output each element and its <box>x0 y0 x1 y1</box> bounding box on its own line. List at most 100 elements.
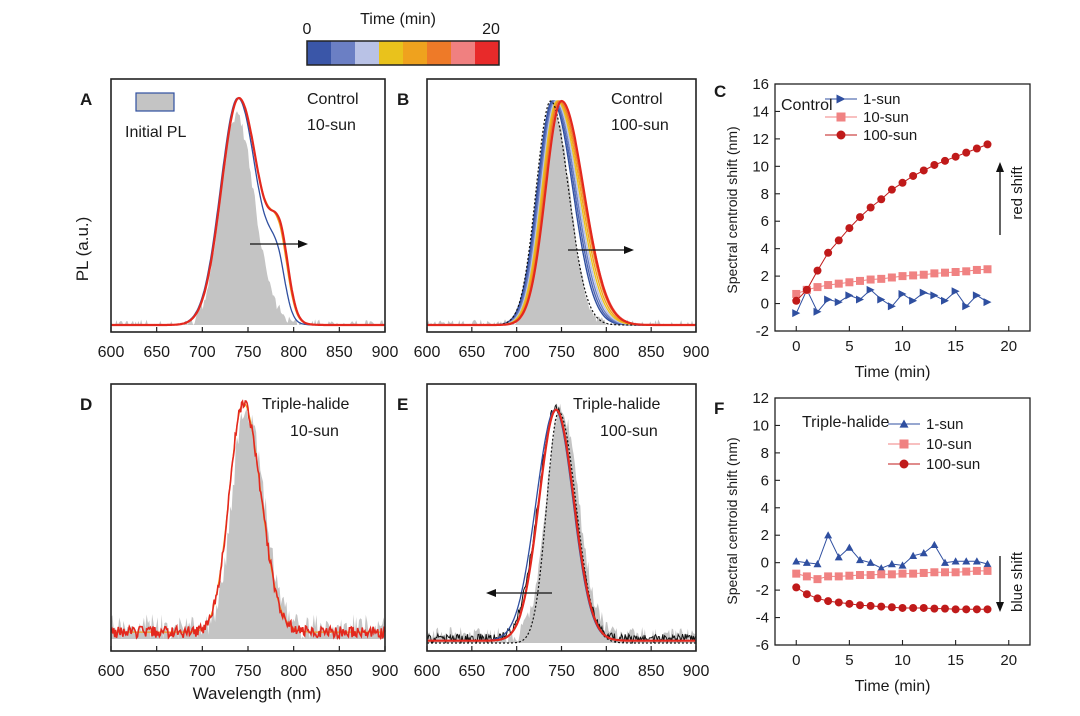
initial-pl-fill <box>111 111 385 325</box>
data-point <box>813 594 822 603</box>
y-tick-label: 8 <box>761 445 769 462</box>
x-tick-label: 850 <box>638 663 665 680</box>
data-point <box>898 561 907 569</box>
x-tick-label: 600 <box>414 344 441 361</box>
data-point <box>972 265 981 274</box>
data-point <box>930 160 939 169</box>
data-point <box>856 601 864 610</box>
y-tick-label: 10 <box>752 417 769 434</box>
data-point <box>877 564 886 572</box>
data-point <box>866 203 875 212</box>
legend-initial-pl-swatch <box>135 92 175 112</box>
data-point <box>899 419 909 428</box>
panel-f: F -6 -4 -2 0 2 4 6 8 10 12 0 5 10 15 20 Time (min) Spect… <box>714 390 1031 695</box>
data-point <box>813 560 822 568</box>
colorbar-swatch <box>403 41 428 65</box>
data-point <box>962 605 971 614</box>
x-tick-label: 900 <box>683 663 710 680</box>
colorbar-title: Time (min) <box>360 11 436 28</box>
data-point <box>898 178 907 187</box>
initial-pl-fill <box>427 102 696 325</box>
data-point <box>898 272 907 281</box>
data-point <box>899 439 909 449</box>
data-point <box>983 140 992 149</box>
panel-f-shift-arrowhead <box>996 602 1004 612</box>
x-tick-label: 800 <box>280 663 307 680</box>
plot-d-curves <box>110 399 386 641</box>
data-point <box>856 571 864 580</box>
data-point <box>919 166 928 175</box>
data-point <box>951 287 960 296</box>
colorbar-swatch <box>451 41 476 65</box>
data-point <box>845 278 854 287</box>
data-point <box>834 236 843 245</box>
data-point <box>824 248 833 257</box>
colorbar-min-label: 0 <box>303 21 312 38</box>
x-tick-label: 700 <box>503 344 530 361</box>
x-tick-label: 15 <box>947 652 964 669</box>
x-tick-label: 650 <box>143 663 170 680</box>
x-tick-label: 600 <box>414 663 441 680</box>
y-tick-label: 6 <box>761 213 769 230</box>
data-point <box>836 94 846 104</box>
x-tick-label: 20 <box>1000 338 1017 355</box>
colorbar-swatch <box>379 41 404 65</box>
data-point <box>792 583 801 592</box>
panel-a-arrowhead <box>298 240 308 248</box>
y-tick-label: -6 <box>756 637 769 654</box>
panel-b-material: Control <box>611 91 663 108</box>
data-point <box>909 271 918 280</box>
data-point <box>962 267 971 276</box>
panel-b: B Control 100-sun 600 650 700 750 800 850 900 <box>397 78 709 361</box>
data-point <box>941 296 949 305</box>
data-point <box>951 568 960 577</box>
data-point <box>919 568 928 577</box>
x-tick-label: 900 <box>372 663 399 680</box>
data-point <box>845 224 854 233</box>
y-tick-label: 10 <box>752 158 769 175</box>
data-point <box>824 281 833 290</box>
y-axis-label-centroid-shift: Spectral centroid shift (nm) <box>724 126 740 293</box>
scatter-f: -6 -4 -2 0 2 4 6 8 10 12 0 5 10 15 20 Time (min) Spectra… <box>724 390 1031 695</box>
x-tick-label: 20 <box>1000 652 1017 669</box>
data-point <box>834 279 843 288</box>
data-point <box>962 302 971 311</box>
y-tick-label: 12 <box>752 390 769 407</box>
legend-label: 100-sun <box>863 127 917 144</box>
x-tick-label: 600 <box>98 663 125 680</box>
data-point <box>951 267 960 276</box>
x-tick-label: 15 <box>947 338 964 355</box>
x-tick-label: 850 <box>638 344 665 361</box>
data-point <box>909 296 918 305</box>
x-tick-label: 800 <box>593 663 620 680</box>
data-point <box>866 285 875 294</box>
data-point <box>930 568 939 577</box>
panel-d-material: Triple-halide <box>262 396 350 413</box>
data-point <box>930 291 939 300</box>
data-point <box>877 195 886 204</box>
x-tick-label: 0 <box>792 338 800 355</box>
colorbar: Time (min) 0 20 <box>303 11 500 66</box>
data-point <box>972 605 981 614</box>
legend-initial-pl-label: Initial PL <box>125 124 186 141</box>
initial-pl-fill <box>111 408 385 639</box>
spectrum-red <box>427 408 696 642</box>
data-point <box>909 551 918 560</box>
data-point <box>834 298 843 307</box>
data-point <box>919 549 928 557</box>
data-point <box>951 605 960 614</box>
panel-d-intensity: 10-sun <box>290 423 339 440</box>
data-point <box>983 566 992 575</box>
data-point <box>792 557 801 565</box>
data-point <box>983 560 992 568</box>
x-tick-label: 750 <box>548 344 575 361</box>
y-tick-label: 2 <box>761 268 769 285</box>
data-point <box>802 590 811 599</box>
x-tick-label: 650 <box>458 344 485 361</box>
data-point <box>845 543 854 551</box>
legend-label: 100-sun <box>926 456 980 473</box>
y-tick-label: 0 <box>761 296 769 313</box>
panel-letter-c: C <box>714 82 726 101</box>
data-point <box>887 560 896 568</box>
x-tick-label: 600 <box>98 344 125 361</box>
